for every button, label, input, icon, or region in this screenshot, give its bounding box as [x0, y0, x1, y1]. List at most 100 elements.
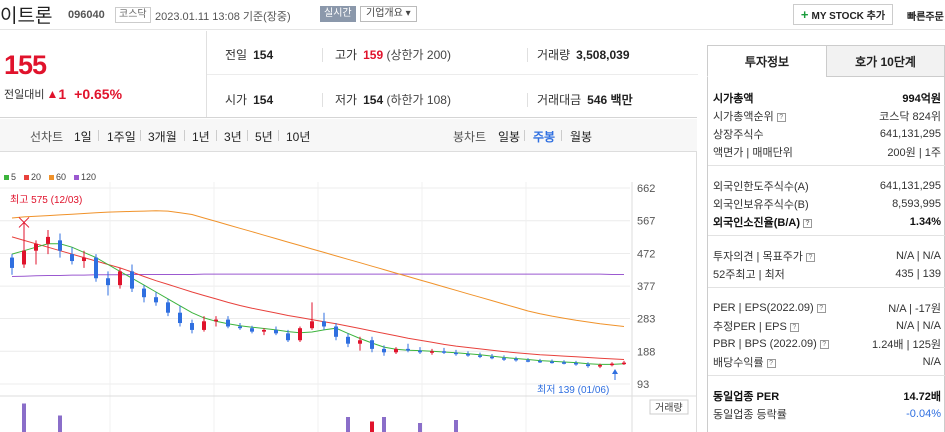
- info-row: 투자의견 | 목표주가? N/A | N/A: [713, 247, 941, 265]
- info-row: 동일업종 등락률 -0.04%: [713, 405, 941, 423]
- info-value: 641,131,295: [879, 180, 941, 192]
- low-label: 저가: [335, 93, 358, 107]
- candle-body: [118, 271, 122, 286]
- candle-body: [430, 351, 434, 353]
- high-marker: [18, 217, 30, 228]
- ma-swatch: [74, 174, 80, 180]
- info-label: 추정PER | EPS?: [713, 318, 799, 334]
- tab-monthly[interactable]: 월봉: [570, 130, 593, 144]
- help-icon[interactable]: ?: [766, 358, 776, 368]
- tab-3m[interactable]: 3개월: [148, 130, 177, 144]
- candle-body: [322, 321, 326, 327]
- tab-3y[interactable]: 3년: [224, 130, 242, 144]
- volume-label: 거래량: [537, 48, 571, 62]
- candle-body: [550, 361, 554, 364]
- divider: [140, 130, 141, 141]
- current-price: 155: [4, 50, 47, 80]
- candle-body: [142, 288, 146, 298]
- divider: [322, 48, 323, 62]
- open-value: 154: [253, 93, 274, 107]
- tab-1d[interactable]: 1일: [74, 130, 92, 144]
- tab-weekly[interactable]: 주봉: [533, 130, 556, 144]
- candle-body: [574, 362, 578, 365]
- tab-10y[interactable]: 10년: [286, 130, 311, 144]
- info-row: 동일업종 PER 14.72배: [713, 387, 941, 405]
- volume-bar: [370, 421, 374, 432]
- stock-chart[interactable]: 5 20 60 120 662 567 472 377 283 188 93 최고 575 (…: [0, 152, 697, 432]
- divider: [322, 93, 323, 107]
- invest-info-panel: 투자정보 호가 10단계 시가총액 994억원 시가총액순위? 코스닥 824위 상장주…: [707, 45, 945, 432]
- info-label: PBR | BPS (2022.09)?: [713, 338, 829, 350]
- chevron-down-icon: ▾: [405, 8, 411, 19]
- candle-body: [154, 297, 158, 303]
- info-value: 641,131,295: [879, 128, 941, 140]
- ma120-line: [11, 273, 624, 277]
- ma-swatch: [4, 174, 9, 180]
- tab-1w[interactable]: 1주일: [107, 130, 136, 144]
- info-label: 외국인보유주식수(B): [713, 199, 809, 211]
- tab-invest-info[interactable]: 투자정보: [707, 45, 827, 77]
- candle-body: [298, 328, 302, 341]
- candle-body: [70, 254, 74, 262]
- info-value: 코스닥 824위: [879, 111, 941, 123]
- help-icon[interactable]: ?: [789, 322, 799, 332]
- company-overview-dropdown[interactable]: 기업개요 ▾: [360, 6, 417, 22]
- candle-body: [82, 257, 86, 262]
- candle-body: [46, 236, 50, 244]
- prev-close-value: 154: [253, 48, 274, 62]
- tab-5y[interactable]: 5년: [255, 130, 273, 144]
- candle-body: [274, 329, 278, 334]
- tab-daily[interactable]: 일봉: [498, 130, 521, 144]
- help-icon[interactable]: ?: [816, 303, 826, 313]
- candle-body: [106, 278, 110, 286]
- row-divider: [207, 74, 698, 75]
- amount-label: 거래대금: [537, 93, 582, 107]
- ma-label: 20: [31, 172, 42, 182]
- chart-period-tabs: 선차트 1일 1주일 3개월 1년 3년 5년 10년 봉차트 일봉 주봉 월봉: [0, 119, 697, 152]
- market-badge: 코스닥: [115, 7, 151, 23]
- ma-legend: 5 20 60 120: [4, 172, 96, 182]
- quote-datetime: 2023.01.11 13:08 기준(장중): [155, 11, 291, 23]
- price-summary: 155 전일대비 ▲ 1 +0.65% 전일 154 고가 159 (상한가 200…: [0, 31, 698, 118]
- open-price: 시가 154: [225, 91, 273, 108]
- ma60-line: [11, 210, 625, 327]
- info-row: 상장주식수 641,131,295: [713, 125, 941, 143]
- info-value: 1.34%: [909, 216, 941, 228]
- high-value: 159: [363, 48, 384, 62]
- candle-body: [58, 240, 62, 251]
- info-label: 52주최고 | 최저: [713, 269, 785, 281]
- group-divider: [708, 235, 945, 236]
- divider: [527, 48, 528, 62]
- candle-body: [334, 326, 338, 337]
- ma-swatch: [24, 174, 30, 180]
- candle-body: [622, 362, 626, 365]
- candle-body: [226, 319, 230, 327]
- prev-close: 전일 154: [225, 46, 273, 63]
- info-label: 외국인한도주식수(A): [713, 181, 809, 193]
- low-value: 154: [363, 93, 384, 107]
- help-icon[interactable]: ?: [803, 218, 812, 228]
- tab-hoga[interactable]: 호가 10단계: [826, 45, 945, 77]
- candle-chart-label: 봉차트: [453, 130, 487, 144]
- info-row: 52주최고 | 최저 435 | 139: [713, 265, 941, 283]
- divider: [278, 130, 279, 141]
- help-icon[interactable]: ?: [776, 112, 786, 122]
- info-row: 시가총액 994억원: [713, 89, 941, 107]
- info-value: -0.04%: [906, 408, 941, 420]
- realtime-button[interactable]: 실시간: [320, 6, 356, 22]
- help-icon[interactable]: ?: [819, 339, 829, 349]
- info-row: 배당수익률? N/A: [713, 353, 941, 371]
- tab-1y[interactable]: 1년: [192, 130, 210, 144]
- info-row: 추정PER | EPS? N/A | N/A: [713, 317, 941, 335]
- candle-body: [22, 250, 26, 265]
- candle-body: [10, 257, 14, 268]
- divider: [247, 130, 248, 141]
- group-divider: [708, 375, 945, 376]
- quick-order-link[interactable]: 빠른주문: [907, 12, 944, 23]
- y-tick-label: 283: [637, 314, 655, 326]
- add-mystock-button[interactable]: + MY STOCK 추가: [793, 4, 893, 25]
- help-icon[interactable]: ?: [805, 252, 815, 262]
- info-value: 435 | 139: [895, 268, 941, 280]
- candle-body: [490, 356, 494, 359]
- plus-icon: +: [800, 7, 809, 22]
